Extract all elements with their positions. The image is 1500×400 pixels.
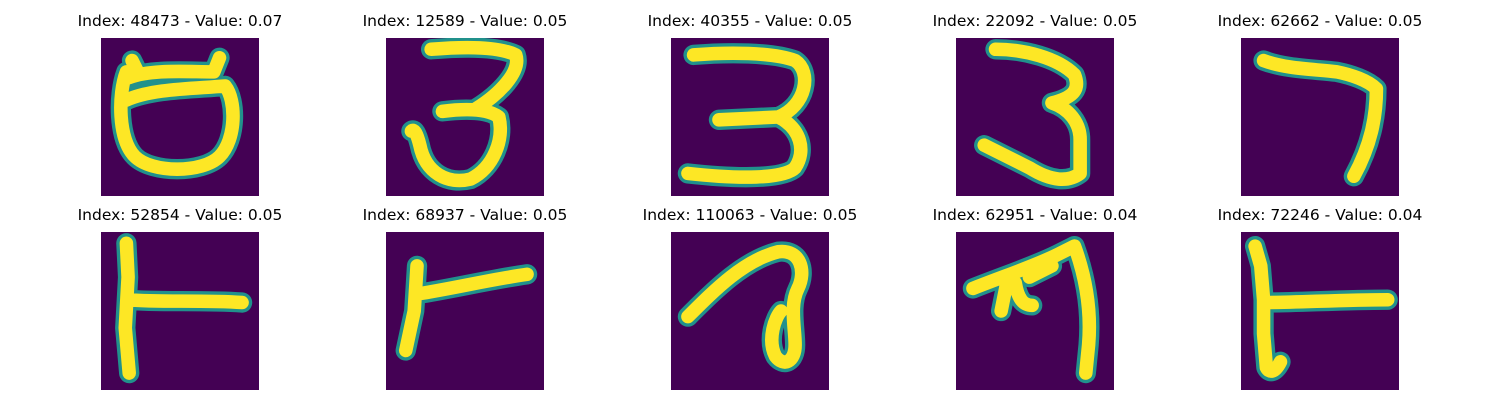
digit-image (1241, 232, 1399, 390)
panel-title: Index: 12589 - Value: 0.05 (362, 12, 568, 30)
panel-title: Index: 22092 - Value: 0.05 (932, 12, 1138, 30)
stroke-core (118, 236, 249, 380)
digit-image (386, 232, 544, 390)
panel-7: Index: 68937 - Value: 0.05 (300, 198, 630, 390)
digit-image (956, 232, 1114, 390)
panel-8: Index: 110063 - Value: 0.05 (585, 198, 915, 390)
panel-title: Index: 40355 - Value: 0.05 (647, 12, 853, 30)
stroke-core (1248, 239, 1395, 378)
panel-9: Index: 62951 - Value: 0.04 (870, 198, 1200, 390)
panel-1: Index: 48473 - Value: 0.07 (15, 4, 345, 196)
panel-5: Index: 62662 - Value: 0.05 (1155, 4, 1485, 196)
digit-image (671, 232, 829, 390)
digit-image (671, 38, 829, 196)
panel-6: Index: 52854 - Value: 0.05 (15, 198, 345, 390)
stroke-core (681, 46, 812, 184)
panel-title: Index: 62951 - Value: 0.04 (932, 206, 1138, 224)
stroke-core (398, 259, 534, 358)
stroke-core (114, 50, 240, 176)
stroke-core (404, 40, 524, 188)
stroke-core (966, 239, 1097, 380)
panel-title: Index: 62662 - Value: 0.05 (1217, 12, 1423, 30)
digit-image (101, 38, 259, 196)
stroke-core (681, 244, 809, 369)
panel-3: Index: 40355 - Value: 0.05 (585, 4, 915, 196)
stroke-core (977, 42, 1087, 186)
panel-10: Index: 72246 - Value: 0.04 (1155, 198, 1485, 390)
digit-image (956, 38, 1114, 196)
panel-2: Index: 12589 - Value: 0.05 (300, 4, 630, 196)
panel-title: Index: 52854 - Value: 0.05 (77, 206, 283, 224)
digit-image (101, 232, 259, 390)
stroke-core (1256, 53, 1384, 184)
panel-title: Index: 72246 - Value: 0.04 (1217, 206, 1423, 224)
panel-title: Index: 110063 - Value: 0.05 (642, 206, 858, 224)
panel-title: Index: 68937 - Value: 0.05 (362, 206, 568, 224)
panel-4: Index: 22092 - Value: 0.05 (870, 4, 1200, 196)
digit-image (1241, 38, 1399, 196)
panel-title: Index: 48473 - Value: 0.07 (77, 12, 283, 30)
digit-image (386, 38, 544, 196)
